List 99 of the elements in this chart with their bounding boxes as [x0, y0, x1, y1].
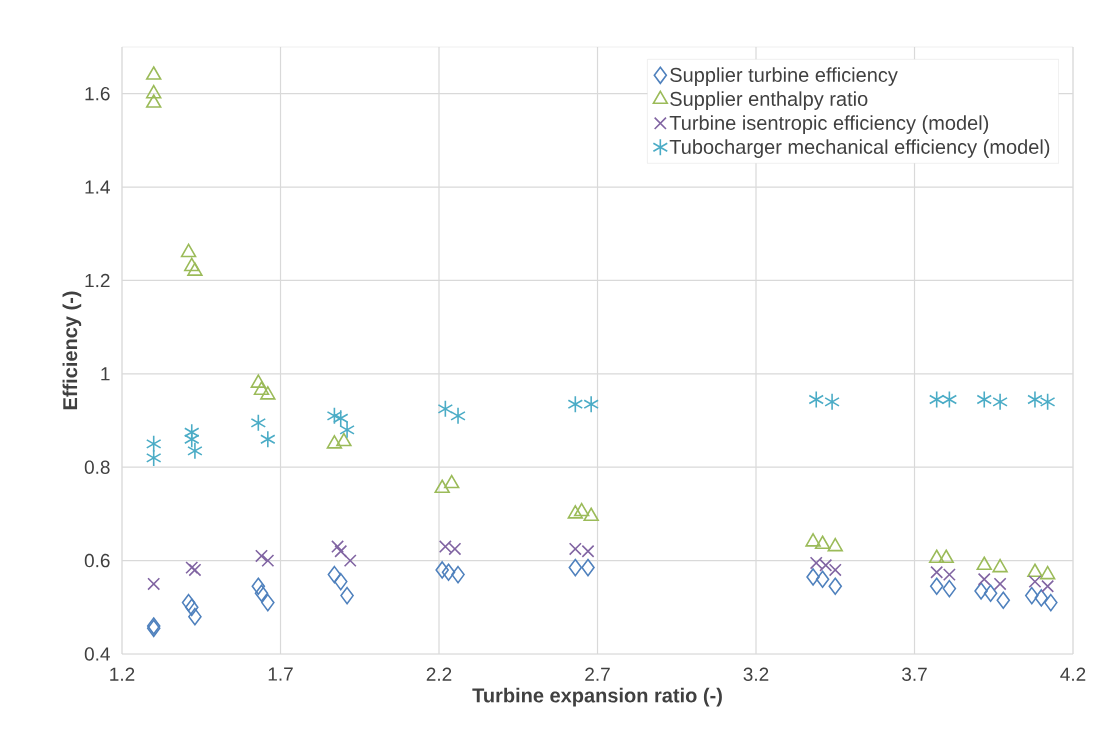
- point: [974, 582, 988, 600]
- legend-label: Turbine isentropic efficiency (model): [669, 115, 989, 134]
- y-tick-label: 1.6: [85, 86, 110, 101]
- point: [977, 572, 991, 586]
- x-tick-label: 3.7: [902, 667, 927, 681]
- point: [573, 502, 590, 517]
- point: [187, 442, 203, 460]
- point: [568, 558, 583, 577]
- point: [942, 579, 957, 598]
- x-tick-label: 1.7: [268, 667, 293, 681]
- point: [928, 549, 945, 564]
- point: [827, 537, 843, 552]
- point: [145, 94, 162, 108]
- x-tick-label: 4.2: [1060, 667, 1086, 681]
- point: [815, 570, 830, 589]
- point: [1027, 563, 1043, 578]
- point: [1039, 565, 1056, 580]
- point: [188, 607, 202, 626]
- point: [251, 577, 266, 596]
- point: [326, 435, 343, 449]
- point: [828, 577, 843, 596]
- point: [145, 435, 162, 453]
- point: [1027, 390, 1043, 409]
- point: [261, 593, 275, 612]
- point: [450, 407, 466, 425]
- point: [581, 558, 595, 577]
- y-axis-title: Efficiency (-): [62, 291, 82, 410]
- x-tick-label: 2.2: [426, 667, 452, 681]
- y-tick-label: 0.8: [84, 460, 110, 474]
- point: [434, 479, 450, 494]
- point: [250, 414, 267, 432]
- point: [814, 535, 831, 550]
- legend-label: Tubocharger mechanical efficiency (model): [669, 139, 1050, 158]
- point: [145, 449, 162, 467]
- point: [992, 393, 1008, 411]
- point: [327, 565, 342, 584]
- point: [253, 381, 270, 395]
- point: [996, 591, 1011, 610]
- point: [260, 430, 276, 448]
- point: [145, 84, 162, 99]
- point: [824, 393, 840, 411]
- point: [567, 505, 584, 519]
- point: [340, 586, 354, 605]
- point: [567, 395, 584, 413]
- point: [451, 565, 465, 584]
- point: [145, 66, 162, 80]
- point: [976, 390, 992, 409]
- point: [806, 568, 820, 586]
- point: [443, 474, 460, 489]
- point: [805, 533, 821, 547]
- point: [184, 598, 199, 617]
- point: [437, 400, 454, 418]
- point: [1041, 579, 1055, 593]
- point: [1044, 593, 1058, 612]
- point: [993, 577, 1007, 591]
- point: [1034, 589, 1049, 607]
- point: [928, 390, 945, 409]
- point: [343, 554, 357, 568]
- point: [254, 584, 269, 603]
- point: [938, 549, 954, 564]
- y-tick-label: 1: [101, 367, 110, 381]
- point: [441, 563, 456, 582]
- point: [336, 432, 352, 447]
- point: [941, 390, 958, 409]
- point: [583, 395, 599, 413]
- point: [992, 558, 1008, 573]
- point: [147, 577, 161, 591]
- point: [976, 556, 992, 571]
- x-axis-title: Turbine expansion ratio (-): [472, 687, 722, 707]
- x-tick-label: 2.7: [585, 667, 610, 681]
- y-tick-label: 0.4: [84, 647, 110, 661]
- legend-label: Supplier enthalpy ratio: [670, 91, 868, 110]
- point: [808, 390, 824, 409]
- point: [180, 243, 197, 258]
- point: [583, 507, 599, 522]
- point: [983, 584, 998, 603]
- x-tick-label: 1.2: [110, 667, 135, 681]
- y-tick-label: 1.2: [85, 273, 110, 288]
- x-tick-label: 3.2: [743, 667, 769, 681]
- point: [828, 563, 842, 577]
- point: [255, 549, 268, 563]
- legend-label: Supplier turbine efficiency: [670, 67, 898, 86]
- point: [326, 407, 343, 425]
- point: [260, 386, 276, 400]
- point: [181, 593, 196, 612]
- point: [1039, 393, 1056, 411]
- point: [250, 374, 267, 388]
- point: [187, 262, 203, 276]
- y-tick-label: 1.4: [85, 180, 110, 194]
- point: [334, 544, 348, 558]
- point: [184, 257, 200, 272]
- point: [261, 554, 275, 568]
- point: [435, 561, 449, 579]
- point: [1024, 586, 1039, 605]
- point: [333, 572, 348, 591]
- point: [929, 577, 944, 596]
- y-tick-label: 0.6: [84, 553, 110, 568]
- point: [331, 540, 345, 554]
- point: [1028, 575, 1042, 589]
